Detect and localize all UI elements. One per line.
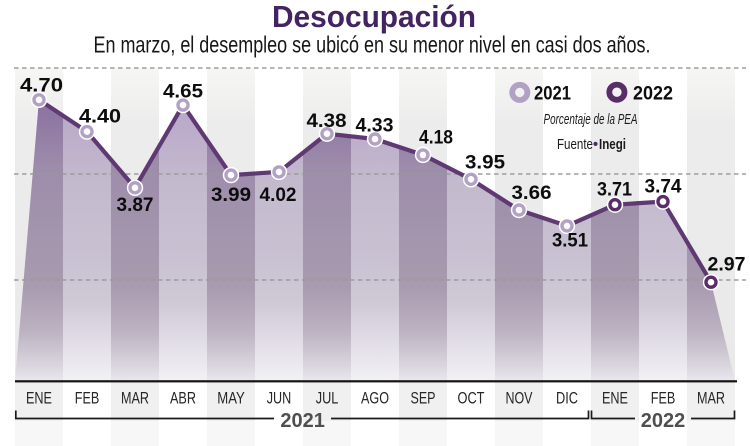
svg-text:2021: 2021 xyxy=(280,410,325,432)
svg-text:4.38: 4.38 xyxy=(307,110,347,132)
svg-text:3.71: 3.71 xyxy=(597,179,632,201)
svg-text:FEB: FEB xyxy=(651,390,676,408)
svg-text:ABR: ABR xyxy=(170,390,196,408)
svg-text:Inegi: Inegi xyxy=(599,137,626,153)
svg-text:ENE: ENE xyxy=(26,390,52,408)
svg-text:En marzo, el desempleo se ubic: En marzo, el desempleo se ubicó en su me… xyxy=(94,32,651,58)
svg-text:MAR: MAR xyxy=(697,390,725,408)
svg-text:JUL: JUL xyxy=(316,390,339,408)
svg-text:3.51: 3.51 xyxy=(552,230,588,252)
svg-text:3.99: 3.99 xyxy=(211,184,251,206)
svg-text:Desocupación: Desocupación xyxy=(272,0,476,34)
svg-text:Fuente: Fuente xyxy=(557,137,593,153)
svg-text:3.74: 3.74 xyxy=(645,176,682,198)
svg-text:4.33: 4.33 xyxy=(356,115,394,137)
svg-text:4.18: 4.18 xyxy=(419,127,453,149)
svg-text:JUN: JUN xyxy=(267,390,292,408)
svg-text:SEP: SEP xyxy=(411,390,436,408)
svg-text:AGO: AGO xyxy=(361,390,389,408)
svg-text:•: • xyxy=(593,137,598,153)
svg-text:4.40: 4.40 xyxy=(79,105,121,127)
svg-text:3.95: 3.95 xyxy=(465,152,505,174)
svg-text:3.66: 3.66 xyxy=(512,182,552,204)
svg-text:Porcentaje de la PEA: Porcentaje de la PEA xyxy=(544,112,638,128)
svg-text:2021: 2021 xyxy=(534,83,571,105)
svg-text:4.02: 4.02 xyxy=(260,184,297,206)
svg-text:OCT: OCT xyxy=(458,390,485,408)
svg-text:MAY: MAY xyxy=(217,390,245,408)
svg-text:MAR: MAR xyxy=(121,390,149,408)
svg-text:3.87: 3.87 xyxy=(117,194,154,216)
svg-text:4.65: 4.65 xyxy=(163,81,203,103)
svg-text:FEB: FEB xyxy=(75,390,100,408)
svg-text:4.70: 4.70 xyxy=(20,75,63,97)
svg-text:2022: 2022 xyxy=(633,83,673,105)
svg-text:DIC: DIC xyxy=(556,390,578,408)
svg-text:2022: 2022 xyxy=(641,410,686,432)
svg-text:NOV: NOV xyxy=(506,390,533,408)
svg-text:2.97: 2.97 xyxy=(708,254,746,276)
svg-text:ENE: ENE xyxy=(602,390,628,408)
